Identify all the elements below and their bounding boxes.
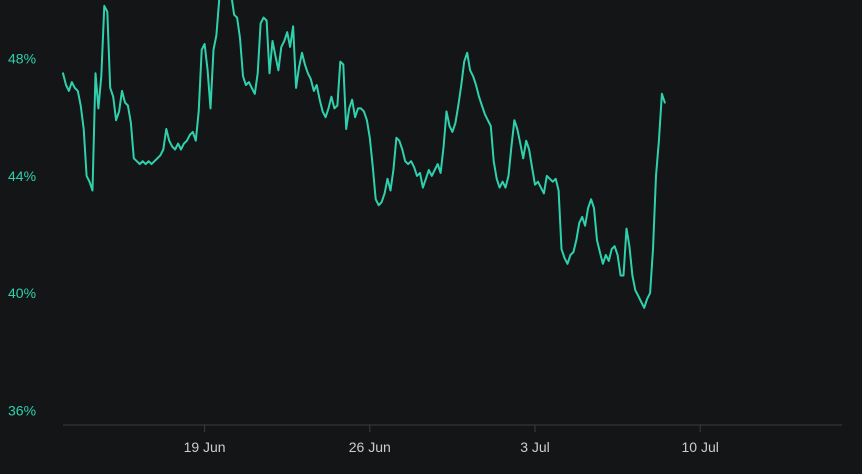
- y-tick-label: 36%: [8, 402, 36, 418]
- series-line: [62, 0, 666, 309]
- y-tick-label: 48%: [8, 51, 36, 67]
- y-tick-label: 44%: [8, 168, 36, 184]
- x-tick-label: 19 Jun: [184, 439, 226, 455]
- x-axis: 19 Jun 26 Jun 3 Jul 10 Jul: [63, 424, 842, 455]
- y-axis: 36% 40% 44% 48%: [8, 51, 36, 419]
- y-tick-label: 40%: [8, 285, 36, 301]
- x-tick-label: 10 Jul: [682, 439, 719, 455]
- x-tick-label: 26 Jun: [349, 439, 391, 455]
- x-tick-label: 3 Jul: [520, 439, 550, 455]
